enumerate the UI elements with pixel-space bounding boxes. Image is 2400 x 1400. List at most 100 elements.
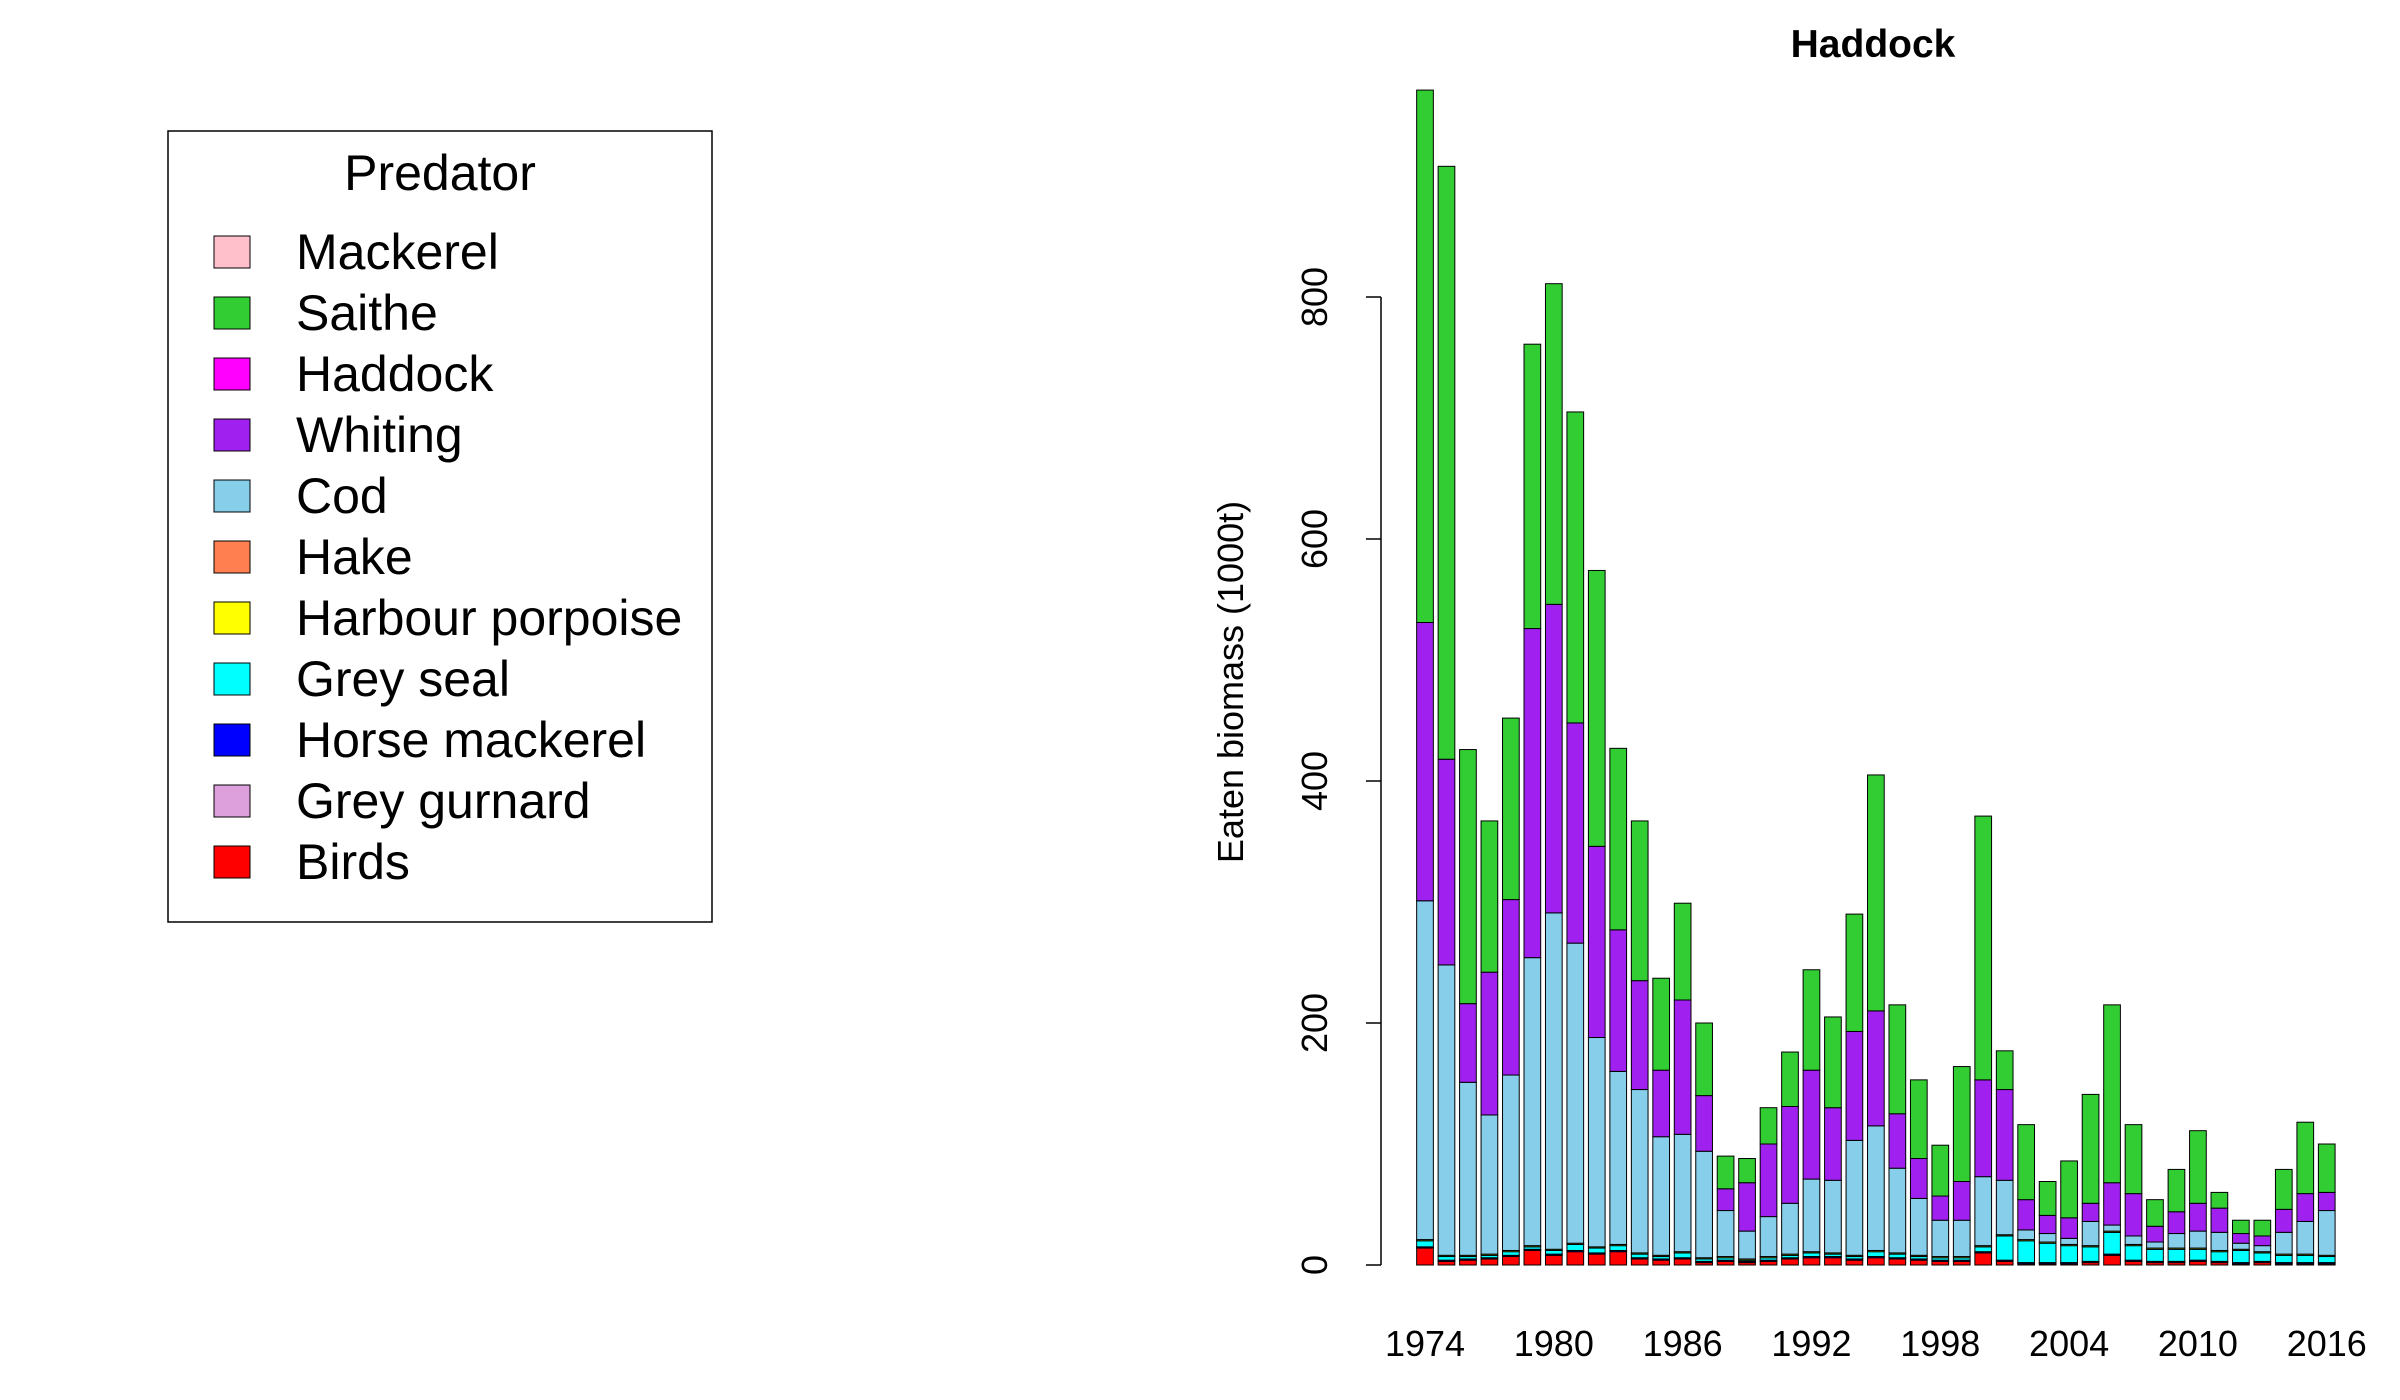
bar-segment bbox=[1802, 1252, 1821, 1258]
bar-segment bbox=[1867, 1257, 1885, 1266]
bar-segment bbox=[1652, 1069, 1671, 1138]
bar-segment bbox=[1416, 621, 1434, 902]
legend-item: Harbour porpoise bbox=[213, 590, 682, 646]
legend-entries: MackerelSaitheHaddockWhitingCodHakeHarbo… bbox=[213, 224, 682, 890]
bar-segment bbox=[1480, 971, 1499, 1116]
bar-segment bbox=[2253, 1245, 2272, 1253]
bar-segment bbox=[1888, 1113, 1907, 1169]
legend-item: Grey seal bbox=[213, 651, 510, 707]
legend-label: Cod bbox=[296, 468, 388, 524]
bar-segment bbox=[1502, 1251, 1520, 1256]
bar-segment bbox=[1673, 1252, 1692, 1259]
legend-swatch bbox=[213, 357, 251, 391]
bar-segment bbox=[1888, 1253, 1907, 1259]
bar-segment bbox=[1652, 1136, 1671, 1256]
bar-segment bbox=[1459, 1003, 1477, 1083]
bar-segment bbox=[1459, 1081, 1477, 1256]
bar-segment bbox=[1781, 1258, 1799, 1266]
legend-item: Horse mackerel bbox=[213, 712, 646, 768]
x-tick-label: 1974 bbox=[1385, 1323, 1465, 1364]
legend-label: Grey gurnard bbox=[296, 773, 591, 829]
bar-segment bbox=[1502, 1256, 1520, 1266]
bar-segment bbox=[1716, 1188, 1735, 1212]
legend-swatch bbox=[213, 601, 251, 635]
bar-segment bbox=[1888, 1004, 1907, 1115]
bar-segment bbox=[2210, 1207, 2229, 1233]
x-tick-label: 1986 bbox=[1643, 1323, 1723, 1364]
bar-segment bbox=[1673, 1133, 1692, 1253]
legend-label: Grey seal bbox=[296, 651, 510, 707]
bar-segment bbox=[2274, 1254, 2293, 1264]
bar-segment bbox=[2146, 1241, 2164, 1249]
bar-segment bbox=[1845, 1139, 1864, 1256]
x-tick-label: 2010 bbox=[2158, 1323, 2238, 1364]
chart-title: Haddock bbox=[1791, 23, 1956, 66]
y-tick-label: 400 bbox=[1294, 751, 1335, 811]
bar-segment bbox=[1867, 1251, 1885, 1258]
legend-label: Whiting bbox=[296, 407, 463, 463]
bar-segment bbox=[1523, 343, 1542, 630]
bar-segment bbox=[1609, 1070, 1628, 1245]
x-tick-label: 1992 bbox=[1771, 1323, 1851, 1364]
bar-segment bbox=[1867, 1125, 1885, 1251]
bar-segment bbox=[1952, 1066, 1971, 1183]
bar-segment bbox=[2189, 1248, 2207, 1261]
bar-segment bbox=[1738, 1158, 1756, 1184]
bar-segment bbox=[1566, 722, 1585, 944]
bar-segment bbox=[1437, 758, 1456, 966]
legend-swatch bbox=[213, 784, 251, 818]
bar-segment bbox=[2081, 1220, 2100, 1247]
bar-segment bbox=[1523, 1249, 1542, 1266]
bar-segment bbox=[1523, 628, 1542, 959]
bar-segment bbox=[2296, 1121, 2315, 1195]
legend-swatch bbox=[213, 723, 251, 757]
bar-segment bbox=[1459, 1259, 1477, 1266]
bar-segment bbox=[1974, 815, 1993, 1081]
bar-segment bbox=[2038, 1233, 2057, 1243]
bar-segment bbox=[1502, 1074, 1520, 1251]
bar-segment bbox=[2060, 1237, 2078, 1245]
bar-segment bbox=[1673, 1258, 1692, 1266]
bars bbox=[1416, 89, 2336, 1266]
bar-segment bbox=[1738, 1230, 1756, 1260]
bar-segment bbox=[1845, 1259, 1864, 1266]
bar-segment bbox=[1867, 774, 1885, 1012]
bar-segment bbox=[2103, 1182, 2121, 1226]
bar-segment bbox=[1931, 1195, 1950, 1221]
bar-segment bbox=[1824, 1016, 1842, 1109]
bar-segment bbox=[1416, 89, 1434, 623]
legend-swatch bbox=[213, 479, 251, 513]
bar-segment bbox=[2146, 1225, 2164, 1243]
bar-segment bbox=[1459, 749, 1477, 1005]
bar-segment bbox=[2124, 1235, 2143, 1245]
bar-segment bbox=[1759, 1216, 1778, 1258]
bar-segment bbox=[1587, 845, 1606, 1039]
bar-segment bbox=[1974, 1252, 1993, 1266]
bar-segment bbox=[1695, 1022, 1713, 1097]
bar-segment bbox=[1716, 1210, 1735, 1258]
bar-segment bbox=[1609, 1245, 1628, 1251]
bar-segment bbox=[1759, 1143, 1778, 1218]
legend-label: Mackerel bbox=[296, 224, 499, 280]
legend-item: Hake bbox=[213, 529, 413, 585]
legend-label: Haddock bbox=[296, 346, 494, 402]
bar-segment bbox=[2253, 1219, 2272, 1237]
bar-segment bbox=[2017, 1240, 2036, 1264]
bar-segment bbox=[1909, 1079, 1928, 1160]
x-tick-label: 2016 bbox=[2287, 1323, 2367, 1364]
bar-segment bbox=[2146, 1248, 2164, 1262]
bar-segment bbox=[1587, 1037, 1606, 1248]
bar-segment bbox=[1480, 1114, 1499, 1255]
legend-label: Harbour porpoise bbox=[296, 590, 682, 646]
bar-segment bbox=[1673, 902, 1692, 1001]
bar-segment bbox=[2081, 1202, 2100, 1222]
bar-segment bbox=[1587, 1247, 1606, 1254]
bar-segment bbox=[1544, 283, 1563, 605]
bar-segment bbox=[1802, 1069, 1821, 1180]
legend-label: Horse mackerel bbox=[296, 712, 646, 768]
bar-segment bbox=[2232, 1242, 2250, 1250]
legend: Predator MackerelSaitheHaddockWhitingCod… bbox=[167, 130, 713, 923]
bar-segment bbox=[1437, 964, 1456, 1256]
bar-segment bbox=[1974, 1079, 1993, 1178]
bar-segment bbox=[1544, 603, 1563, 914]
